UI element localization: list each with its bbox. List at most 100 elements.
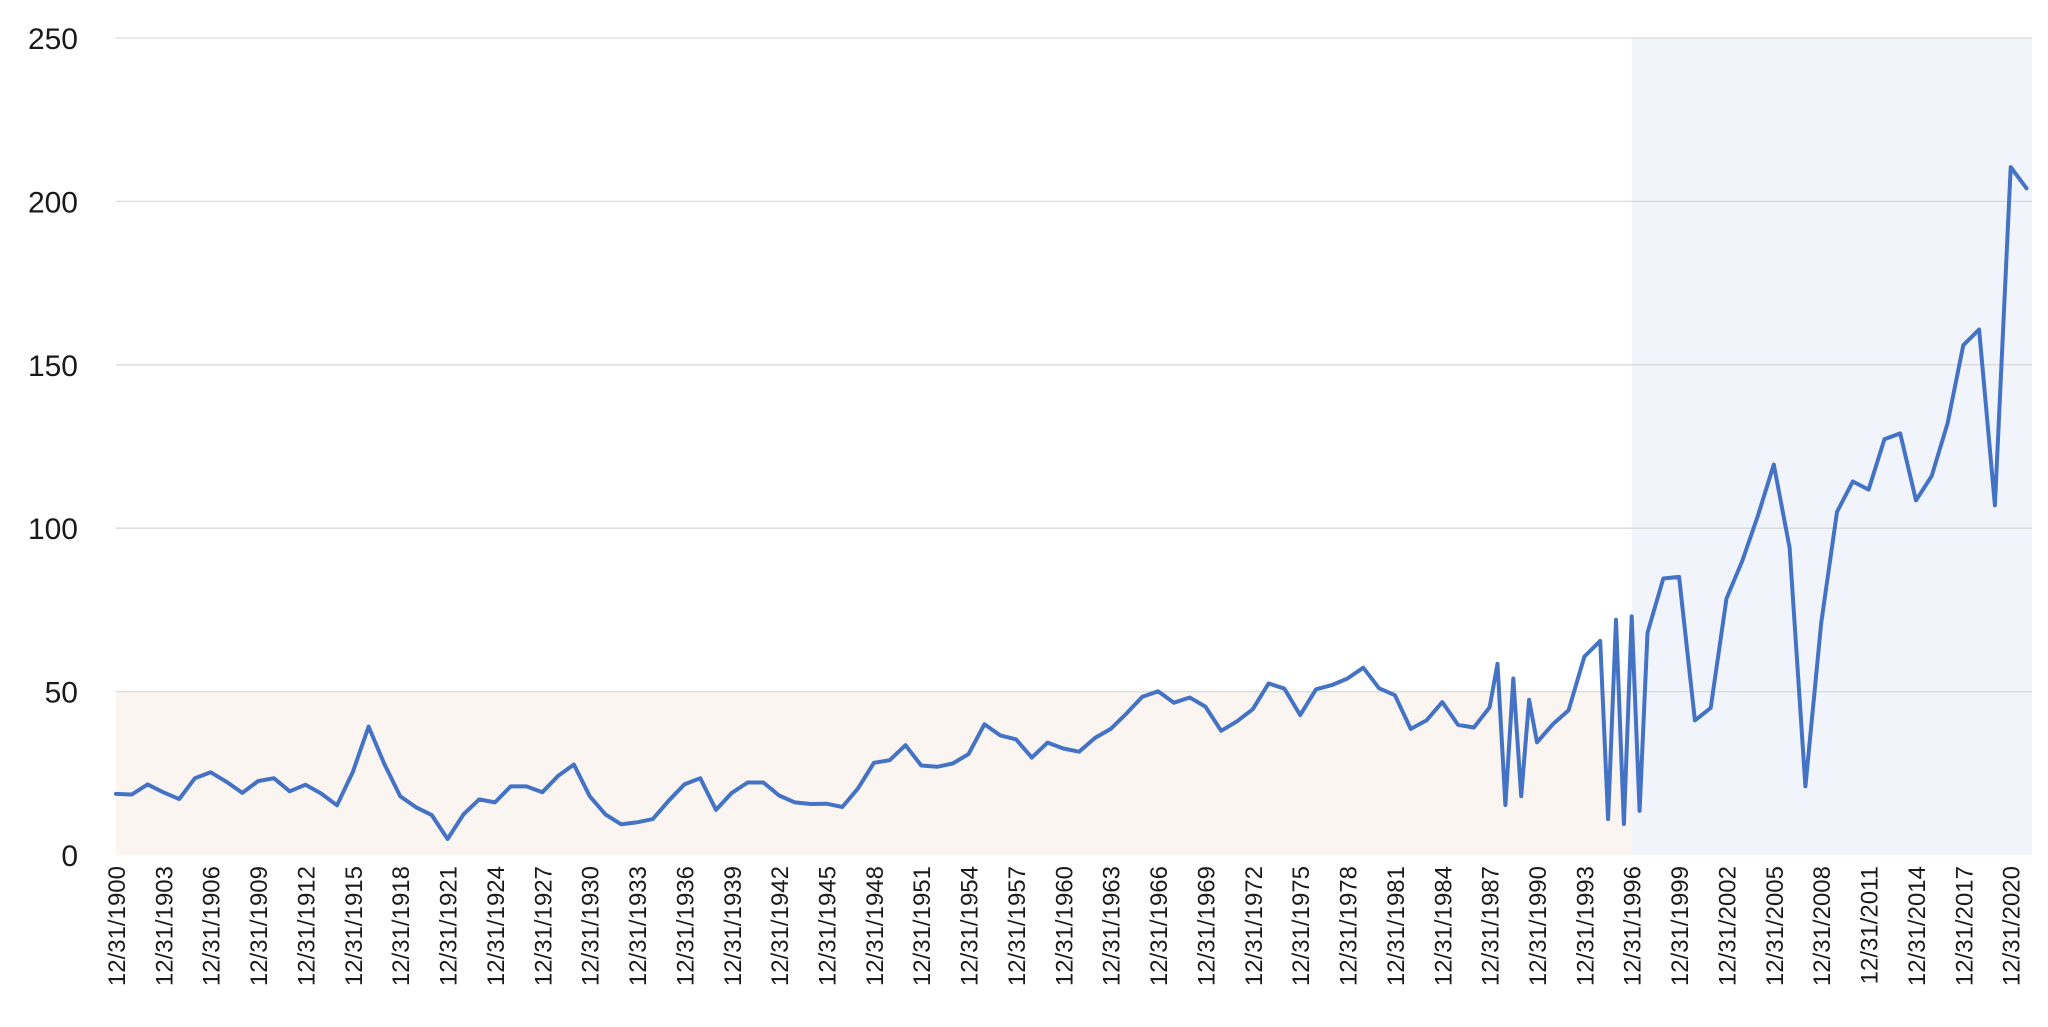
x-tick-label: 12/31/1921	[436, 866, 463, 986]
data-point	[430, 813, 434, 817]
data-point	[1677, 575, 1681, 579]
data-point	[1314, 687, 1318, 691]
x-tick-label: 12/31/1990	[1525, 866, 1552, 986]
x-tick-label: 12/31/1918	[388, 866, 415, 986]
data-point	[256, 779, 260, 783]
x-tick-label: 12/31/1909	[246, 866, 273, 986]
data-point	[1614, 618, 1618, 622]
recent-region	[1631, 38, 2032, 855]
data-point	[1898, 431, 1902, 435]
data-point	[1693, 718, 1697, 722]
x-tick-label: 12/31/2017	[1951, 866, 1978, 986]
x-tick-label: 12/31/1999	[1667, 866, 1694, 986]
x-tick-label: 12/31/1984	[1430, 866, 1457, 986]
data-point	[146, 782, 150, 786]
data-point	[777, 794, 781, 798]
data-point	[1630, 614, 1634, 618]
data-point	[1724, 596, 1728, 600]
data-point	[1867, 488, 1871, 492]
data-point	[635, 820, 639, 824]
data-point	[1819, 621, 1823, 625]
data-point	[667, 799, 671, 803]
data-point	[1140, 695, 1144, 699]
data-point	[556, 774, 560, 778]
data-point	[1606, 817, 1610, 821]
x-tick-label: 12/31/1948	[862, 866, 889, 986]
data-point	[1527, 698, 1531, 702]
data-point	[1156, 689, 1160, 693]
x-tick-label: 12/31/1993	[1572, 866, 1599, 986]
low-region	[116, 691, 1632, 855]
y-tick-label: 100	[28, 513, 78, 546]
data-point	[1961, 343, 1965, 347]
data-point	[619, 822, 623, 826]
x-tick-label: 12/31/1903	[151, 866, 178, 986]
x-tick-label: 12/31/2020	[1999, 866, 2026, 986]
data-point	[1361, 666, 1365, 670]
data-point	[746, 780, 750, 784]
data-point	[1803, 784, 1807, 788]
data-point	[1646, 631, 1650, 635]
data-point	[1172, 701, 1176, 705]
x-tick-label: 12/31/1957	[1004, 866, 1031, 986]
data-point	[2024, 186, 2028, 190]
data-point	[1788, 546, 1792, 550]
x-tick-label: 12/31/1915	[341, 866, 368, 986]
x-tick-label: 12/31/2014	[1904, 866, 1931, 986]
data-point	[288, 789, 292, 793]
data-point	[982, 722, 986, 726]
data-point	[1030, 756, 1034, 760]
data-point	[1488, 705, 1492, 709]
data-point	[1661, 577, 1665, 581]
x-tick-label: 12/31/1933	[625, 866, 652, 986]
x-tick-label: 12/31/1954	[957, 866, 984, 986]
x-tick-label: 12/31/1945	[815, 866, 842, 986]
data-point	[903, 743, 907, 747]
y-tick-label: 150	[28, 350, 78, 383]
data-point	[698, 776, 702, 780]
data-point	[1914, 498, 1918, 502]
x-tick-label: 12/31/1996	[1620, 866, 1647, 986]
data-point	[540, 790, 544, 794]
x-tick-label: 12/31/2008	[1809, 866, 1836, 986]
data-point	[414, 805, 418, 809]
data-point	[509, 784, 513, 788]
x-tick-label: 12/31/1960	[1051, 866, 1078, 986]
data-point	[1330, 683, 1334, 687]
data-point	[382, 762, 386, 766]
data-point	[1472, 726, 1476, 730]
data-point	[177, 797, 181, 801]
data-point	[872, 761, 876, 765]
data-point	[272, 776, 276, 780]
data-point	[1535, 740, 1539, 744]
data-point	[714, 808, 718, 812]
data-point	[1930, 474, 1934, 478]
data-point	[1188, 695, 1192, 699]
x-tick-label: 12/31/2005	[1762, 866, 1789, 986]
x-tick-label: 12/31/1969	[1193, 866, 1220, 986]
data-point	[161, 790, 165, 794]
data-point	[114, 792, 118, 796]
data-point	[1772, 462, 1776, 466]
y-tick-label: 50	[45, 677, 78, 710]
data-point	[809, 802, 813, 806]
data-point	[1424, 718, 1428, 722]
data-point	[1993, 503, 1997, 507]
data-point	[998, 733, 1002, 737]
data-point	[209, 770, 213, 774]
data-point	[1251, 707, 1255, 711]
data-point	[856, 786, 860, 790]
y-tick-label: 200	[28, 186, 78, 219]
data-point	[682, 782, 686, 786]
data-point	[651, 817, 655, 821]
data-point	[1638, 809, 1642, 813]
data-point	[446, 837, 450, 841]
data-point	[1946, 422, 1950, 426]
data-point	[1456, 723, 1460, 727]
data-point	[1346, 677, 1350, 681]
data-point	[967, 752, 971, 756]
x-tick-label: 12/31/1972	[1241, 866, 1268, 986]
x-tick-label: 12/31/1975	[1288, 866, 1315, 986]
data-point	[398, 794, 402, 798]
